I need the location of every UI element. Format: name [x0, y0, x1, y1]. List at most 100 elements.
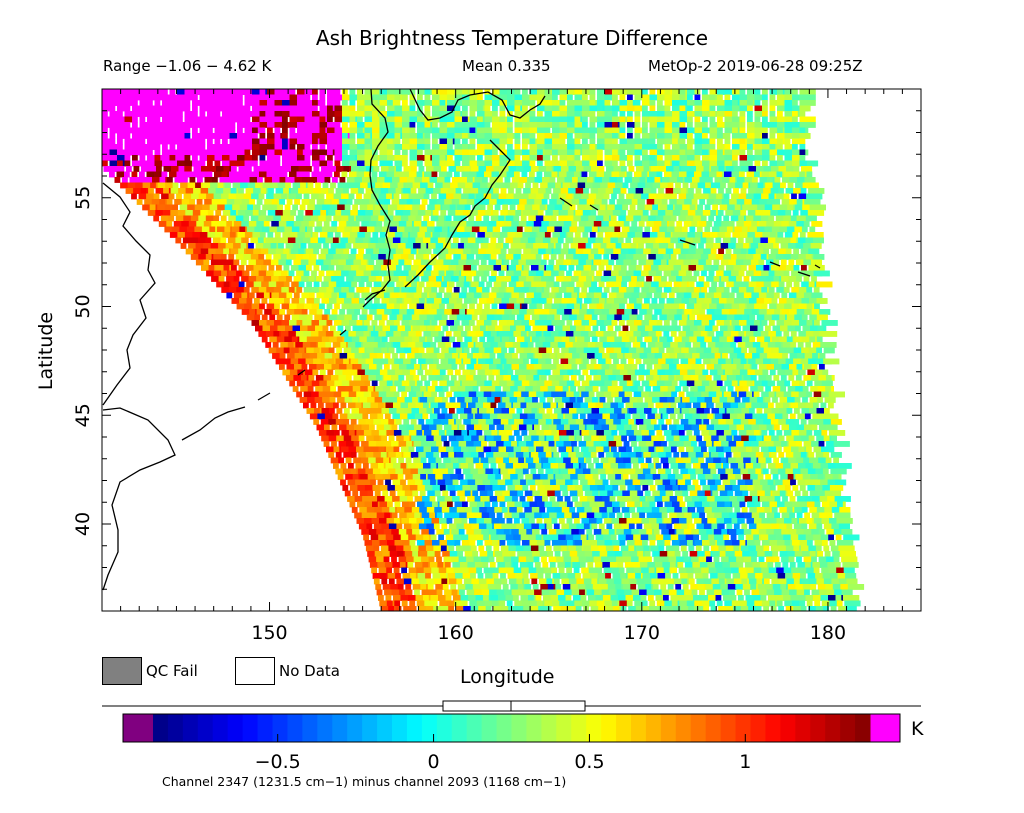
heatmap-cell — [795, 386, 807, 392]
heatmap-cell — [597, 144, 609, 150]
heatmap-cell — [225, 243, 237, 249]
heatmap-cell — [289, 160, 301, 167]
heatmap-cell — [300, 386, 312, 392]
heatmap-cell — [523, 358, 529, 365]
heatmap-cell — [536, 391, 548, 398]
heatmap-cell — [448, 281, 455, 288]
heatmap-cell — [478, 347, 485, 354]
heatmap-cell — [726, 336, 733, 343]
heatmap-cell — [504, 177, 511, 183]
heatmap-cell — [319, 155, 326, 161]
heatmap-cell — [394, 149, 401, 156]
heatmap-cell — [603, 254, 610, 260]
heatmap-cell — [529, 100, 536, 106]
heatmap-cell — [399, 353, 406, 359]
heatmap-cell — [737, 342, 749, 348]
heatmap-cell — [693, 391, 705, 398]
heatmap-cell — [615, 325, 621, 332]
heatmap-cell — [805, 254, 812, 260]
heatmap-cell — [327, 160, 333, 167]
heatmap-cell — [311, 193, 323, 200]
heatmap-cell — [240, 182, 252, 189]
heatmap-cell — [770, 210, 782, 216]
heatmap-cell — [384, 199, 390, 205]
heatmap-cell — [620, 248, 632, 255]
heatmap-cell — [519, 364, 531, 370]
heatmap-cell — [109, 111, 121, 117]
heatmap-cell — [150, 182, 156, 189]
heatmap-cell — [441, 314, 448, 321]
heatmap-cell — [479, 204, 486, 211]
heatmap-cell — [698, 276, 705, 282]
heatmap-cell — [409, 303, 421, 310]
heatmap-cell — [329, 397, 336, 403]
heatmap-cell — [538, 347, 550, 354]
heatmap-cell — [623, 292, 635, 299]
heatmap-cell — [691, 276, 697, 282]
heatmap-cell — [806, 303, 813, 310]
heatmap-cell — [463, 347, 470, 354]
heatmap-cell — [319, 380, 331, 387]
heatmap-cell — [461, 320, 473, 326]
heatmap-cell — [776, 287, 788, 293]
heatmap-cell — [342, 149, 348, 156]
heatmap-cell — [536, 171, 543, 178]
heatmap-cell — [773, 243, 779, 249]
heatmap-cell — [738, 331, 745, 337]
heatmap-cell — [439, 105, 451, 112]
heatmap-cell — [569, 226, 581, 233]
heatmap-cell — [576, 166, 588, 172]
heatmap-cell — [709, 160, 721, 167]
heatmap-cell — [643, 166, 650, 172]
heatmap-cell — [586, 276, 592, 282]
heatmap-cell — [282, 232, 294, 238]
heatmap-cell — [297, 149, 303, 156]
heatmap-cell — [484, 122, 491, 128]
heatmap-cell — [349, 116, 356, 123]
heatmap-cell — [722, 237, 734, 244]
heatmap-cell — [653, 375, 660, 381]
heatmap-cell — [486, 281, 492, 288]
heatmap-cell — [369, 199, 375, 205]
heatmap-cell — [710, 188, 717, 194]
heatmap-cell — [300, 325, 312, 332]
heatmap-cell — [235, 237, 242, 244]
heatmap-cell — [717, 155, 729, 161]
heatmap-cell — [820, 342, 837, 348]
heatmap-cell — [409, 369, 416, 376]
heatmap-cell — [261, 281, 273, 288]
heatmap-cell — [245, 248, 257, 255]
heatmap-cell — [631, 199, 638, 205]
heatmap-cell — [589, 111, 596, 117]
heatmap-cell — [790, 342, 797, 348]
heatmap-cell — [701, 380, 713, 387]
heatmap-cell — [316, 309, 323, 315]
heatmap-cell — [267, 144, 279, 150]
heatmap-cell — [236, 171, 248, 178]
heatmap-cell — [732, 133, 744, 139]
heatmap-cell — [702, 144, 714, 150]
heatmap-cell — [310, 237, 322, 244]
heatmap-cell — [568, 281, 575, 288]
heatmap-cell — [417, 149, 423, 156]
heatmap-cell — [574, 100, 581, 106]
heatmap-cell — [379, 89, 391, 95]
heatmap-cell — [553, 188, 565, 194]
heatmap-cell — [212, 177, 218, 183]
heatmap-cell — [423, 193, 430, 200]
heatmap-cell — [613, 166, 625, 172]
heatmap-cell — [417, 138, 429, 145]
heatmap-cell — [400, 254, 412, 260]
heatmap-cell — [606, 226, 618, 233]
heatmap-cell — [346, 292, 358, 299]
heatmap-cell — [514, 155, 521, 161]
heatmap-cell — [508, 248, 520, 255]
heatmap-cell — [598, 166, 605, 172]
heatmap-cell — [303, 270, 310, 277]
heatmap-cell — [731, 320, 743, 326]
heatmap-cell — [189, 199, 195, 205]
heatmap-cell — [763, 265, 770, 271]
heatmap-cell — [649, 155, 656, 161]
heatmap-cell — [689, 397, 701, 403]
heatmap-cell — [709, 127, 721, 134]
